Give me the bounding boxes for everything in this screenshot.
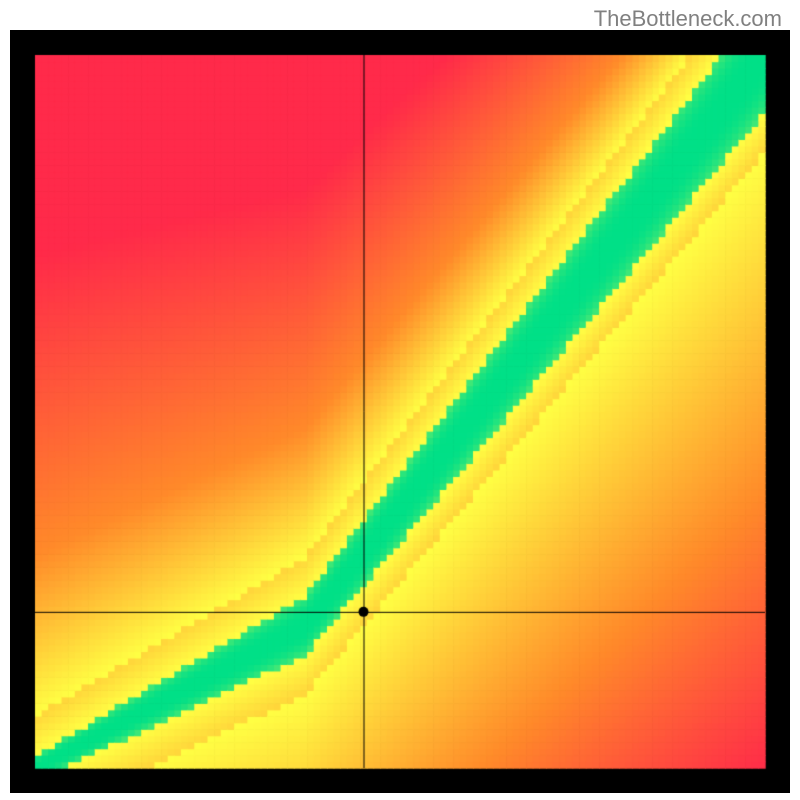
bottleneck-heatmap bbox=[10, 30, 790, 793]
page-root: TheBottleneck.com bbox=[0, 0, 800, 800]
chart-frame bbox=[10, 30, 790, 793]
watermark-text: TheBottleneck.com bbox=[594, 6, 782, 32]
